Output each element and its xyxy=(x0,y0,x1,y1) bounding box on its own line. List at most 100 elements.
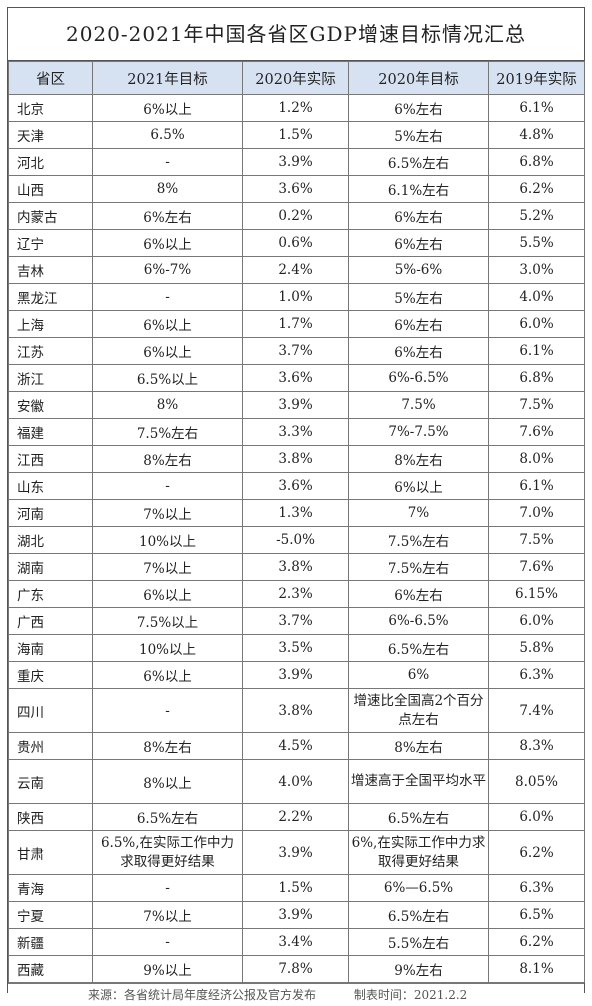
compiled-date: 制表时间：2021.2.2 xyxy=(353,988,468,1002)
actual-2020-cell: 3.4% xyxy=(242,928,349,956)
target-2021-cell: 6.5%以上 xyxy=(92,364,243,392)
target-2021-cell: 10%以上 xyxy=(92,634,243,662)
province-cell: 江西 xyxy=(8,445,93,473)
target-2021-cell: - xyxy=(92,283,243,311)
target-2020-cell: 6%以上 xyxy=(348,472,489,500)
target-2021-cell: 6%以上 xyxy=(92,661,243,689)
actual-2020-cell: 3.9% xyxy=(242,661,349,689)
actual-2020-cell: 1.5% xyxy=(242,874,349,902)
target-2020-cell: 5%左右 xyxy=(348,283,489,311)
table-row: 新疆 -3.4% 5.5%左右 6.2% xyxy=(8,928,585,956)
province-cell: 辽宁 xyxy=(8,229,93,257)
province-cell: 安徽 xyxy=(8,391,93,419)
target-2020-cell: 增速比全国高2个百分点左右 xyxy=(348,688,489,733)
province-cell: 江苏 xyxy=(8,337,93,365)
table-row: 北京 6%以上 1.2% 6%左右 6.1% xyxy=(8,94,585,122)
province-cell: 宁夏 xyxy=(8,901,93,929)
table-row: 江西 8%左右 3.8% 8%左右 8.0% xyxy=(8,445,585,473)
target-2021-cell: 7%以上 xyxy=(92,901,243,929)
actual-2020-cell: -5.0% xyxy=(242,526,349,554)
table-row: 黑龙江 -1.0% 5%左右 4.0% xyxy=(8,283,585,311)
table-row: 河北 -3.9% 6.5%左右 6.8% xyxy=(8,148,585,176)
province-cell: 海南 xyxy=(8,634,93,662)
target-2020-cell: 7%-7.5% xyxy=(348,418,489,446)
target-2021-cell: 10%以上 xyxy=(92,526,243,554)
target-2020-cell: 6.5%左右 xyxy=(348,634,489,662)
table-row: 重庆 6%以上 3.9% 6% 6.3% xyxy=(8,661,585,689)
target-2021-cell: 6%以上 xyxy=(92,94,243,122)
target-2020-cell: 增速高于全国平均水平 xyxy=(348,759,489,804)
target-2020-cell: 7.5% xyxy=(348,391,489,419)
target-2020-cell: 6%-6.5% xyxy=(348,607,489,635)
table-row: 山西 8% 3.6% 6.1%左右 6.2% xyxy=(8,175,585,203)
target-2020-cell: 6%-6.5% xyxy=(348,364,489,392)
target-2021-cell: 6%以上 xyxy=(92,580,243,608)
actual-2020-cell: 3.8% xyxy=(242,553,349,581)
actual-2019-cell: 6.2% xyxy=(488,830,585,875)
header-row: 省区 2021年目标 2020年实际 2020年目标 2019年实际 xyxy=(8,61,585,95)
province-cell: 山东 xyxy=(8,472,93,500)
province-cell: 青海 xyxy=(8,874,93,902)
target-2020-cell: 6.5%左右 xyxy=(348,803,489,831)
table-row: 云南 8%以上 4.0% 增速高于全国平均水平 8.05% xyxy=(8,759,585,804)
province-cell: 四川 xyxy=(8,688,93,733)
province-cell: 上海 xyxy=(8,310,93,338)
target-2020-cell: 8%左右 xyxy=(348,732,489,760)
table-row: 甘肃 6.5%,在实际工作中力求取得更好结果 3.9% 6%,在实际工作中力求取得更好… xyxy=(8,830,585,875)
target-2021-cell: 7%以上 xyxy=(92,553,243,581)
table-row: 陕西 6.5%左右 2.2% 6.5%左右 6.0% xyxy=(8,803,585,831)
table-row: 天津 6.5% 1.5% 5%左右 4.8% xyxy=(8,121,585,149)
actual-2020-cell: 1.7% xyxy=(242,310,349,338)
actual-2020-cell: 2.2% xyxy=(242,803,349,831)
actual-2020-cell: 3.8% xyxy=(242,445,349,473)
actual-2020-cell: 3.8% xyxy=(242,688,349,733)
actual-2019-cell: 3.0% xyxy=(488,256,585,284)
table-row: 四川 -3.8% 增速比全国高2个百分点左右 7.4% xyxy=(8,688,585,733)
table-row: 宁夏 7%以上 3.9% 6.5%左右 6.5% xyxy=(8,901,585,929)
province-cell: 广西 xyxy=(8,607,93,635)
actual-2020-cell: 4.5% xyxy=(242,732,349,760)
target-2021-cell: 6%以上 xyxy=(92,310,243,338)
actual-2019-cell: 6.8% xyxy=(488,148,585,176)
actual-2020-cell: 3.5% xyxy=(242,634,349,662)
actual-2020-cell: 1.5% xyxy=(242,121,349,149)
actual-2019-cell: 7.5% xyxy=(488,526,585,554)
target-2021-cell: 8%左右 xyxy=(92,732,243,760)
target-2021-cell: 8% xyxy=(92,391,243,419)
table-row: 广西 7.5%以上 3.7% 6%-6.5% 6.0% xyxy=(8,607,585,635)
target-2021-cell: - xyxy=(92,688,243,733)
actual-2020-cell: 0.6% xyxy=(242,229,349,257)
table-row: 西藏 9%以上 7.8% 9%左右 8.1% xyxy=(8,955,585,983)
table-row: 福建 7.5%左右 3.3% 7%-7.5% 7.6% xyxy=(8,418,585,446)
actual-2019-cell: 7.6% xyxy=(488,553,585,581)
source-note: 来源：各省统计局年度经济公报及官方发布 xyxy=(88,988,317,1002)
actual-2019-cell: 6.0% xyxy=(488,310,585,338)
actual-2019-cell: 4.8% xyxy=(488,121,585,149)
table-row: 江苏 6%以上 3.7% 6%左右 6.1% xyxy=(8,337,585,365)
actual-2019-cell: 8.1% xyxy=(488,955,585,983)
header-2021-target: 2021年目标 xyxy=(92,61,243,95)
table-row: 湖北 10%以上 -5.0% 7.5%左右 7.5% xyxy=(8,526,585,554)
actual-2020-cell: 2.4% xyxy=(242,256,349,284)
target-2020-cell: 9%左右 xyxy=(348,955,489,983)
target-2021-cell: 8%左右 xyxy=(92,445,243,473)
target-2021-cell: 6%以上 xyxy=(92,229,243,257)
target-2021-cell: 9%以上 xyxy=(92,955,243,983)
actual-2019-cell: 7.0% xyxy=(488,499,585,527)
actual-2019-cell: 6.3% xyxy=(488,874,585,902)
target-2020-cell: 7% xyxy=(348,499,489,527)
table-row: 山东 -3.6% 6%以上 6.1% xyxy=(8,472,585,500)
actual-2020-cell: 0.2% xyxy=(242,202,349,230)
target-2021-cell: 6.5%左右 xyxy=(92,803,243,831)
province-cell: 黑龙江 xyxy=(8,283,93,311)
header-2020-actual: 2020年实际 xyxy=(242,61,349,95)
table-row: 海南 10%以上 3.5% 6.5%左右 5.8% xyxy=(8,634,585,662)
target-2021-cell: 7%以上 xyxy=(92,499,243,527)
province-cell: 新疆 xyxy=(8,928,93,956)
table-row: 上海 6%以上 1.7% 6%左右 6.0% xyxy=(8,310,585,338)
target-2021-cell: 6%-7% xyxy=(92,256,243,284)
header-2020-target: 2020年目标 xyxy=(348,61,489,95)
table-row: 浙江 6.5%以上 3.6% 6%-6.5% 6.8% xyxy=(8,364,585,392)
target-2020-cell: 6%左右 xyxy=(348,310,489,338)
province-cell: 湖北 xyxy=(8,526,93,554)
